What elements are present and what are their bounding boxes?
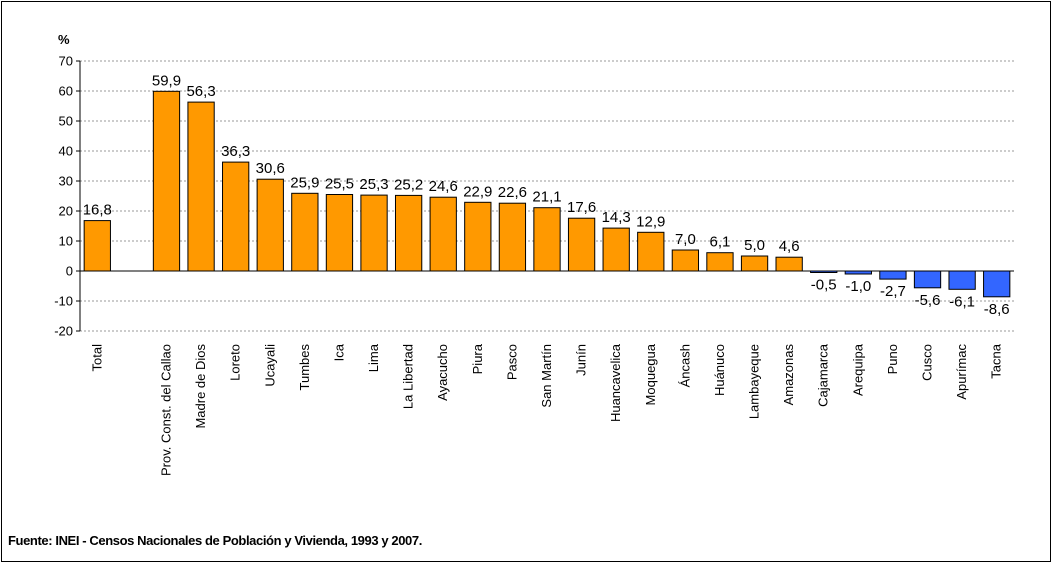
bar bbox=[706, 252, 734, 272]
category-labels: Total Prov. Const. del Callao Madre de Dio… bbox=[89, 343, 1003, 476]
data-label: 17,6 bbox=[567, 199, 596, 216]
bar bbox=[671, 249, 700, 272]
data-label: 36,3 bbox=[221, 143, 250, 160]
y-tick-label: 0 bbox=[66, 264, 73, 279]
data-label: 25,2 bbox=[394, 176, 423, 193]
category-label: Pasco bbox=[504, 344, 519, 380]
bar bbox=[498, 202, 527, 272]
source-note: Fuente: INEI - Censos Nacionales de Pobl… bbox=[8, 533, 422, 548]
bar bbox=[567, 217, 596, 272]
category-label: Tacna bbox=[989, 343, 1004, 378]
data-label: 12,9 bbox=[636, 213, 665, 230]
y-axis-label: % bbox=[58, 32, 70, 47]
category-label: Total bbox=[89, 344, 104, 372]
bar bbox=[775, 256, 803, 272]
bar bbox=[913, 270, 942, 289]
y-axis: -20 -10 0 10 20 30 40 50 60 70 bbox=[54, 54, 1014, 339]
bar bbox=[152, 90, 181, 272]
data-labels: 16,8 59,9 56,3 36,3 30,6 25,9 25,5 25,3 25,2 24,6… bbox=[83, 72, 1010, 317]
y-tick-label: 60 bbox=[59, 84, 73, 99]
bar bbox=[394, 194, 423, 272]
category-label: Cajamarca bbox=[816, 343, 831, 407]
data-label: 25,9 bbox=[290, 174, 319, 191]
bar bbox=[325, 194, 354, 272]
bar bbox=[879, 270, 907, 280]
category-label: Ayacucho bbox=[435, 344, 450, 401]
bar bbox=[602, 227, 630, 272]
bar bbox=[429, 196, 457, 272]
data-label: 6,1 bbox=[710, 234, 731, 251]
y-tick-label: 50 bbox=[59, 114, 73, 129]
bar bbox=[222, 161, 250, 272]
data-label: 25,3 bbox=[359, 176, 388, 193]
data-label: 22,6 bbox=[498, 184, 527, 201]
bar bbox=[740, 255, 769, 272]
data-label: -2,7 bbox=[880, 283, 906, 300]
category-label: Prov. Const. del Callao bbox=[158, 344, 173, 476]
category-label: Amazonas bbox=[781, 344, 796, 406]
bar bbox=[844, 270, 872, 275]
data-label: -5,6 bbox=[915, 292, 941, 309]
data-label: -0,5 bbox=[811, 277, 837, 294]
category-label: Arequipa bbox=[850, 343, 865, 396]
category-label: Puno bbox=[885, 344, 900, 374]
category-label: Moquegua bbox=[643, 343, 658, 405]
data-label: 59,9 bbox=[152, 72, 181, 89]
category-label: Madre de Dios bbox=[193, 344, 208, 429]
data-label: 56,3 bbox=[186, 83, 215, 100]
category-label: Lima bbox=[366, 343, 381, 372]
bar bbox=[360, 194, 388, 272]
y-tick-label: 70 bbox=[59, 54, 73, 69]
category-label: Piura bbox=[470, 343, 485, 374]
bars bbox=[83, 90, 1011, 298]
y-tick-label: -10 bbox=[54, 294, 73, 309]
data-label: 30,6 bbox=[256, 160, 285, 177]
data-label: 5,0 bbox=[744, 237, 765, 254]
bar bbox=[948, 270, 976, 290]
bar bbox=[187, 101, 215, 272]
bar bbox=[83, 220, 111, 272]
data-label: -8,6 bbox=[984, 301, 1010, 318]
y-tick-label: 30 bbox=[59, 174, 73, 189]
bar bbox=[533, 207, 561, 272]
bar bbox=[810, 270, 838, 273]
category-label: Áncash bbox=[677, 344, 692, 387]
category-label: Apurímac bbox=[954, 344, 969, 400]
data-label: 14,3 bbox=[602, 209, 631, 226]
category-label: San Martín bbox=[539, 344, 554, 408]
bar bbox=[637, 231, 665, 272]
category-label: Cusco bbox=[920, 344, 935, 381]
data-label: -1,0 bbox=[845, 278, 871, 295]
category-label: Ica bbox=[331, 343, 346, 361]
data-label: 7,0 bbox=[675, 231, 696, 248]
y-tick-label: 20 bbox=[59, 204, 73, 219]
category-label: Huancavelica bbox=[608, 343, 623, 422]
data-label: 22,9 bbox=[463, 183, 492, 200]
category-label: Ucayali bbox=[262, 344, 277, 387]
y-tick-label: 40 bbox=[59, 144, 73, 159]
data-label: 4,6 bbox=[779, 238, 800, 255]
bar bbox=[983, 270, 1011, 298]
bar bbox=[464, 201, 492, 272]
category-label: Loreto bbox=[228, 344, 243, 381]
category-label: Huánuco bbox=[712, 344, 727, 396]
data-label: 25,5 bbox=[325, 176, 354, 193]
data-label: 21,1 bbox=[532, 189, 561, 206]
category-label: Lambayeque bbox=[747, 344, 762, 419]
y-tick-label: 10 bbox=[59, 234, 73, 249]
y-tick-label: -20 bbox=[54, 324, 73, 339]
bar bbox=[256, 178, 284, 272]
category-label: Junín bbox=[574, 344, 589, 376]
data-label: 16,8 bbox=[83, 202, 112, 219]
data-label: 24,6 bbox=[429, 178, 458, 195]
category-label: La Libertad bbox=[401, 344, 416, 409]
category-label: Tumbes bbox=[297, 344, 312, 391]
bar bbox=[291, 192, 319, 272]
data-label: -6,1 bbox=[949, 293, 975, 310]
